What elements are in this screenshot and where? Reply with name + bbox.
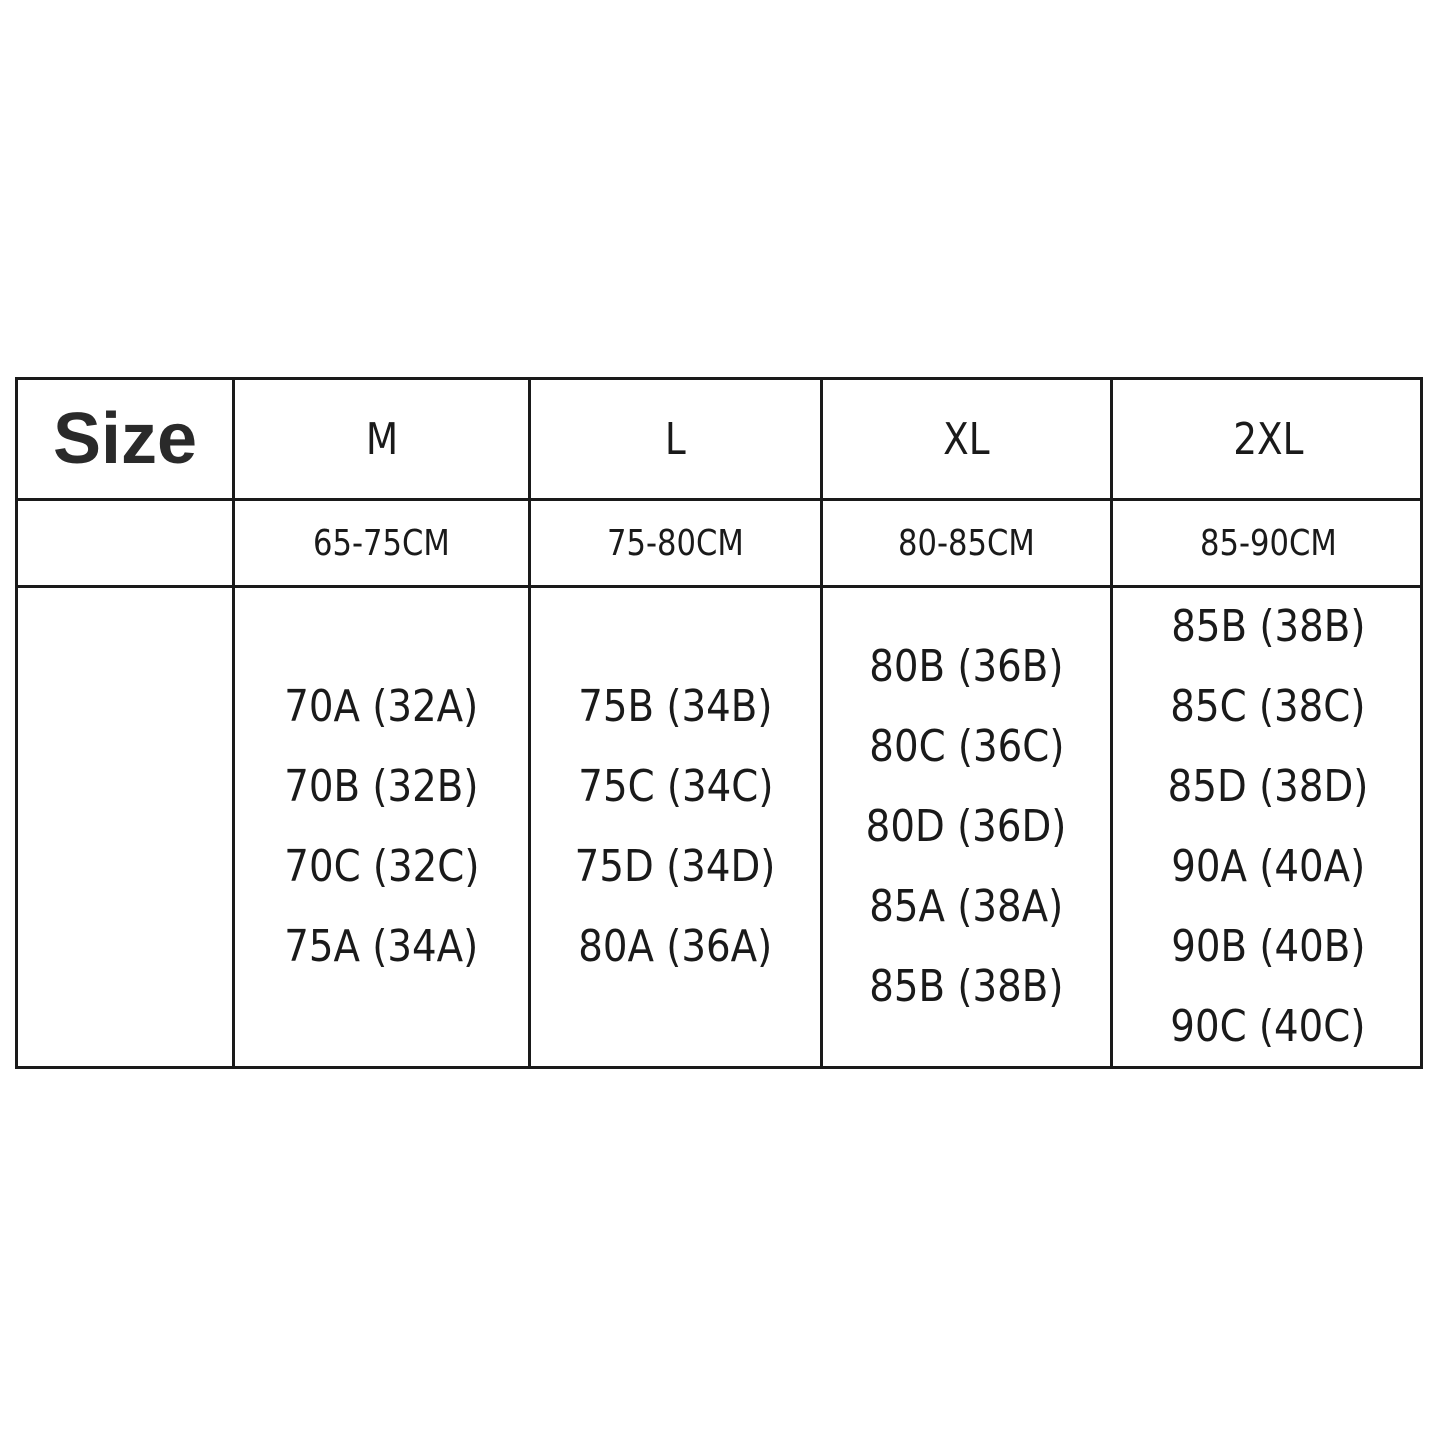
cup-size: 90C (40C) — [1170, 1001, 1366, 1052]
size-header-cell: L — [531, 380, 820, 498]
divider — [1110, 380, 1113, 1066]
cup-size: 80C (36C) — [868, 721, 1065, 772]
cup-size: 75A (34A) — [284, 921, 479, 972]
divider — [18, 585, 1420, 588]
cup-size: 80D (36D) — [866, 801, 1067, 852]
cup-size: 70A (32A) — [284, 681, 479, 732]
size-header: L — [665, 413, 686, 465]
cup-size: 85D (38D) — [1167, 761, 1369, 812]
size-header-cell: M — [235, 380, 528, 498]
cup-size: 85A (38A) — [869, 881, 1064, 932]
cup-sizes-cell: 85B (38B) 85C (38C) 85D (38D) 90A (40A) 90B … — [1113, 588, 1423, 1066]
cup-size: 90A (40A) — [1170, 841, 1366, 892]
cup-size: 70B (32B) — [284, 761, 479, 812]
size-label: Size — [52, 399, 198, 479]
cup-size: 90B (40B) — [1170, 921, 1366, 972]
range-cell: 85-90CM — [1113, 501, 1423, 585]
cup-size: 75B (34B) — [578, 681, 773, 732]
underbust-range: 85-90CM — [1199, 522, 1337, 564]
underbust-range: 80-85CM — [898, 522, 1035, 564]
divider — [528, 380, 531, 1066]
size-header: 2XL — [1232, 413, 1304, 465]
cup-sizes-cell: 75B (34B) 75C (34C) 75D (34D) 80A (36A) — [531, 588, 820, 1066]
cup-size: 75D (34D) — [575, 841, 776, 892]
size-header-cell: XL — [823, 380, 1110, 498]
cup-size: 80A (36A) — [578, 921, 773, 972]
underbust-range: 75-80CM — [607, 522, 744, 564]
cup-size: 85B (38B) — [1170, 601, 1366, 652]
underbust-range: 65-75CM — [313, 522, 450, 564]
size-header: M — [365, 413, 398, 465]
size-header: XL — [943, 413, 990, 465]
cup-sizes-cell: 70A (32A) 70B (32B) 70C (32C) 75A (34A) — [235, 588, 528, 1066]
cup-size: 70C (32C) — [283, 841, 480, 892]
divider — [232, 380, 235, 1066]
range-cell: 80-85CM — [823, 501, 1110, 585]
divider — [820, 380, 823, 1066]
cup-sizes-cell: 80B (36B) 80C (36C) 80D (36D) 85A (38A) 85B … — [823, 588, 1110, 1066]
size-corner-cell: Size — [18, 380, 232, 498]
size-header-cell: 2XL — [1113, 380, 1423, 498]
range-cell: 75-80CM — [531, 501, 820, 585]
divider — [18, 498, 1420, 501]
range-cell: 65-75CM — [235, 501, 528, 585]
cup-size: 80B (36B) — [869, 641, 1064, 692]
cup-size: 85B (38B) — [869, 961, 1064, 1012]
cup-size: 85C (38C) — [1170, 681, 1366, 732]
size-chart-table: Size M 65-75CM 70A (32A) 70B (32B) 70C (32C)… — [15, 377, 1423, 1069]
cup-size: 75C (34C) — [577, 761, 774, 812]
